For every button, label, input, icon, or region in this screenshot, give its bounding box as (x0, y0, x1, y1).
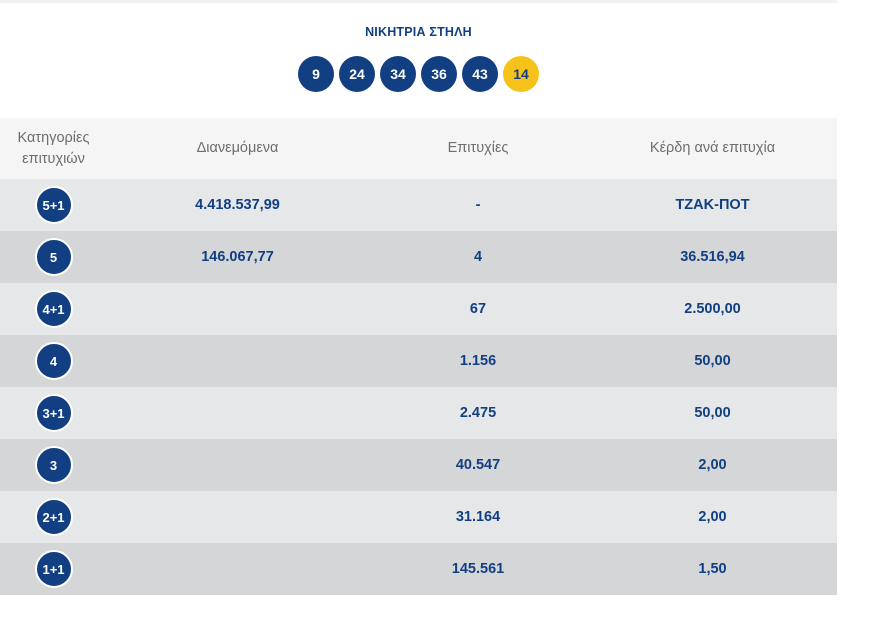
prize-cell: 1,50 (698, 561, 727, 577)
winners-cell: 1.156 (459, 353, 497, 369)
prize-cell: ΤΖΑΚ-ΠΟΤ (675, 197, 750, 213)
winners-cell: 2.475 (459, 405, 497, 421)
winners-cell: 145.561 (451, 561, 505, 577)
category-badge: 3 (34, 446, 73, 484)
category-badge: 5+1 (34, 186, 73, 224)
header-prize-per-winner: Κέρδη ανά επιτυχία (649, 140, 776, 156)
header-category: Κατηγορίες επιτυχιών (17, 129, 90, 167)
winning-number-ball: 34 (380, 56, 416, 92)
category-badge: 4+1 (34, 290, 73, 328)
table-row: 3 40.547 2,00 (0, 439, 837, 491)
prize-cell: 2,00 (698, 509, 727, 525)
table-row: 1+1 145.561 1,50 (0, 543, 837, 595)
winners-cell: 4 (473, 249, 483, 265)
category-badge: 3+1 (34, 394, 73, 432)
table-row: 5 146.067,77 4 36.516,94 (0, 231, 837, 283)
winning-numbers: 9 24 34 36 43 14 (0, 56, 837, 92)
winning-number-ball: 36 (421, 56, 457, 92)
distributed-cell: 146.067,77 (201, 249, 274, 265)
winning-number-ball: 24 (339, 56, 375, 92)
prize-cell: 36.516,94 (680, 249, 745, 265)
winning-column-title: ΝΙΚΗΤΡΙΑ ΣΤΗΛΗ (365, 25, 472, 39)
category-badge: 4 (34, 342, 73, 380)
winning-number-ball: 9 (298, 56, 334, 92)
winners-cell: 67 (469, 301, 487, 317)
table-row: 4 1.156 50,00 (0, 335, 837, 387)
prize-table-header: Κατηγορίες επιτυχιών Διανεμόμενα Επιτυχί… (0, 118, 837, 179)
winners-cell: - (475, 197, 481, 213)
winners-cell: 40.547 (455, 457, 501, 473)
winners-cell: 31.164 (455, 509, 501, 525)
joker-number-ball: 14 (503, 56, 539, 92)
top-divider (0, 0, 837, 3)
header-winners: Επιτυχίες (447, 140, 509, 156)
table-row: 3+1 2.475 50,00 (0, 387, 837, 439)
winning-number-ball: 43 (462, 56, 498, 92)
table-row: 5+1 4.418.537,99 - ΤΖΑΚ-ΠΟΤ (0, 179, 837, 231)
category-badge: 2+1 (34, 498, 73, 536)
prize-cell: 50,00 (694, 405, 731, 421)
distributed-cell: 4.418.537,99 (195, 197, 280, 213)
header-distributed: Διανεμόμενα (196, 140, 279, 156)
prize-cell: 2.500,00 (684, 301, 741, 317)
prize-cell: 50,00 (694, 353, 731, 369)
prize-table: Κατηγορίες επιτυχιών Διανεμόμενα Επιτυχί… (0, 118, 837, 595)
prize-cell: 2,00 (698, 457, 727, 473)
table-row: 4+1 67 2.500,00 (0, 283, 837, 335)
table-row: 2+1 31.164 2,00 (0, 491, 837, 543)
category-badge: 1+1 (34, 550, 73, 588)
category-badge: 5 (34, 238, 73, 276)
